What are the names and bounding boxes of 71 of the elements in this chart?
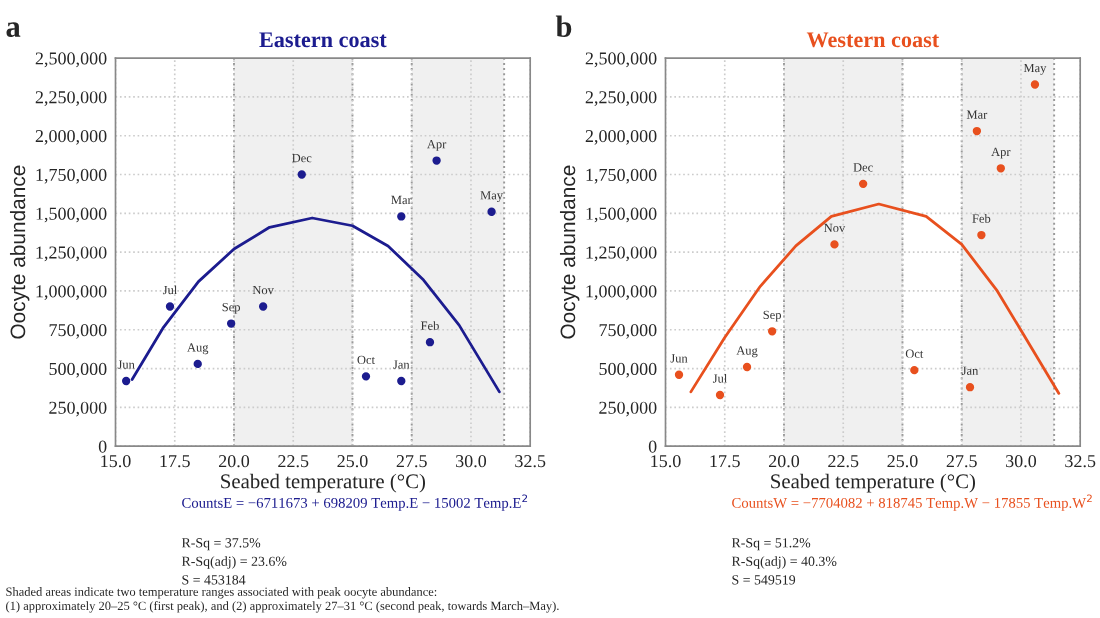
x-axis-title: Seabed temperature (°C) <box>771 473 976 493</box>
y-tick-label: 750,000 <box>49 324 107 339</box>
y-tick-label: 1,000,000 <box>586 285 657 300</box>
x-tick-label: 15.0 <box>651 455 681 468</box>
x-tick-label: 32.5 <box>515 455 546 468</box>
x-tick-label: 25.0 <box>887 455 918 468</box>
y-tick-label: 2,000,000 <box>35 129 107 145</box>
y-tick-label: 1,250,000 <box>36 246 107 262</box>
x-tick-label: 17.5 <box>160 455 190 468</box>
point <box>226 319 236 328</box>
point <box>432 156 441 165</box>
y-tick-label: 2,000,000 <box>585 129 657 145</box>
point <box>361 372 371 381</box>
x-tick-label: 30.0 <box>456 455 487 468</box>
y-tick-label: 1,250,000 <box>586 246 657 262</box>
y-tick-label: 2,500,000 <box>585 52 657 68</box>
point <box>910 365 919 375</box>
point <box>258 302 268 311</box>
x-tick-label: 22.5 <box>278 455 309 468</box>
y-tick-label: 500,000 <box>599 362 657 378</box>
y-tick-label: 2,250,000 <box>35 91 107 106</box>
y-tick-label: 250,000 <box>599 401 657 417</box>
point <box>1030 80 1040 89</box>
point <box>715 390 725 400</box>
point <box>977 230 986 240</box>
y-tick-label: 1,000,000 <box>36 285 107 300</box>
chart-title: Western coast <box>806 32 940 48</box>
point <box>165 302 175 311</box>
y-tick-label: 1,500,000 <box>586 207 657 223</box>
y-tick-label: 1,750,000 <box>36 168 107 184</box>
text: b <box>555 15 572 37</box>
x-tick-label: 15.0 <box>101 455 131 468</box>
text: a <box>6 22 21 37</box>
point <box>397 212 406 221</box>
y-tick-label: 2,250,000 <box>585 91 657 106</box>
x-tick-label: 17.5 <box>710 455 740 468</box>
y-tick-label: 1,750,000 <box>586 168 657 184</box>
point <box>830 240 839 249</box>
point <box>487 207 496 216</box>
x-tick-label: 27.5 <box>396 455 427 468</box>
point <box>742 362 752 372</box>
y-axis-title: Oocyte abundance <box>9 165 30 339</box>
chart-title: Eastern coast <box>259 32 387 48</box>
point <box>122 376 131 386</box>
point <box>425 338 435 347</box>
y-axis-title: Oocyte abundance <box>559 165 580 339</box>
y-tick-label: 750,000 <box>599 324 657 339</box>
point <box>674 370 684 379</box>
point <box>397 376 406 386</box>
x-tick-label: 32.5 <box>1065 455 1096 468</box>
x-tick-label: 20.0 <box>768 455 800 468</box>
y-tick-label: 1,500,000 <box>36 207 107 223</box>
point <box>858 179 868 188</box>
x-tick-label: 30.0 <box>1006 455 1037 468</box>
y-tick-label: 2,500,000 <box>35 52 107 68</box>
y-tick-label: 0 <box>648 440 657 453</box>
point <box>996 164 1005 173</box>
point <box>972 126 982 136</box>
point <box>767 327 777 336</box>
x-tick-label: 20.0 <box>218 455 250 468</box>
point <box>193 359 202 369</box>
y-tick-label: 250,000 <box>49 401 107 417</box>
y-tick-label: 500,000 <box>49 362 107 378</box>
x-tick-label: 25.0 <box>337 455 368 468</box>
point <box>297 170 306 179</box>
x-axis-title: Seabed temperature (°C) <box>221 473 426 493</box>
x-tick-label: 22.5 <box>828 455 859 468</box>
line-series <box>689 202 1061 395</box>
x-tick-label: 27.5 <box>946 455 977 468</box>
point <box>965 383 975 392</box>
y-tick-label: 0 <box>98 440 107 453</box>
